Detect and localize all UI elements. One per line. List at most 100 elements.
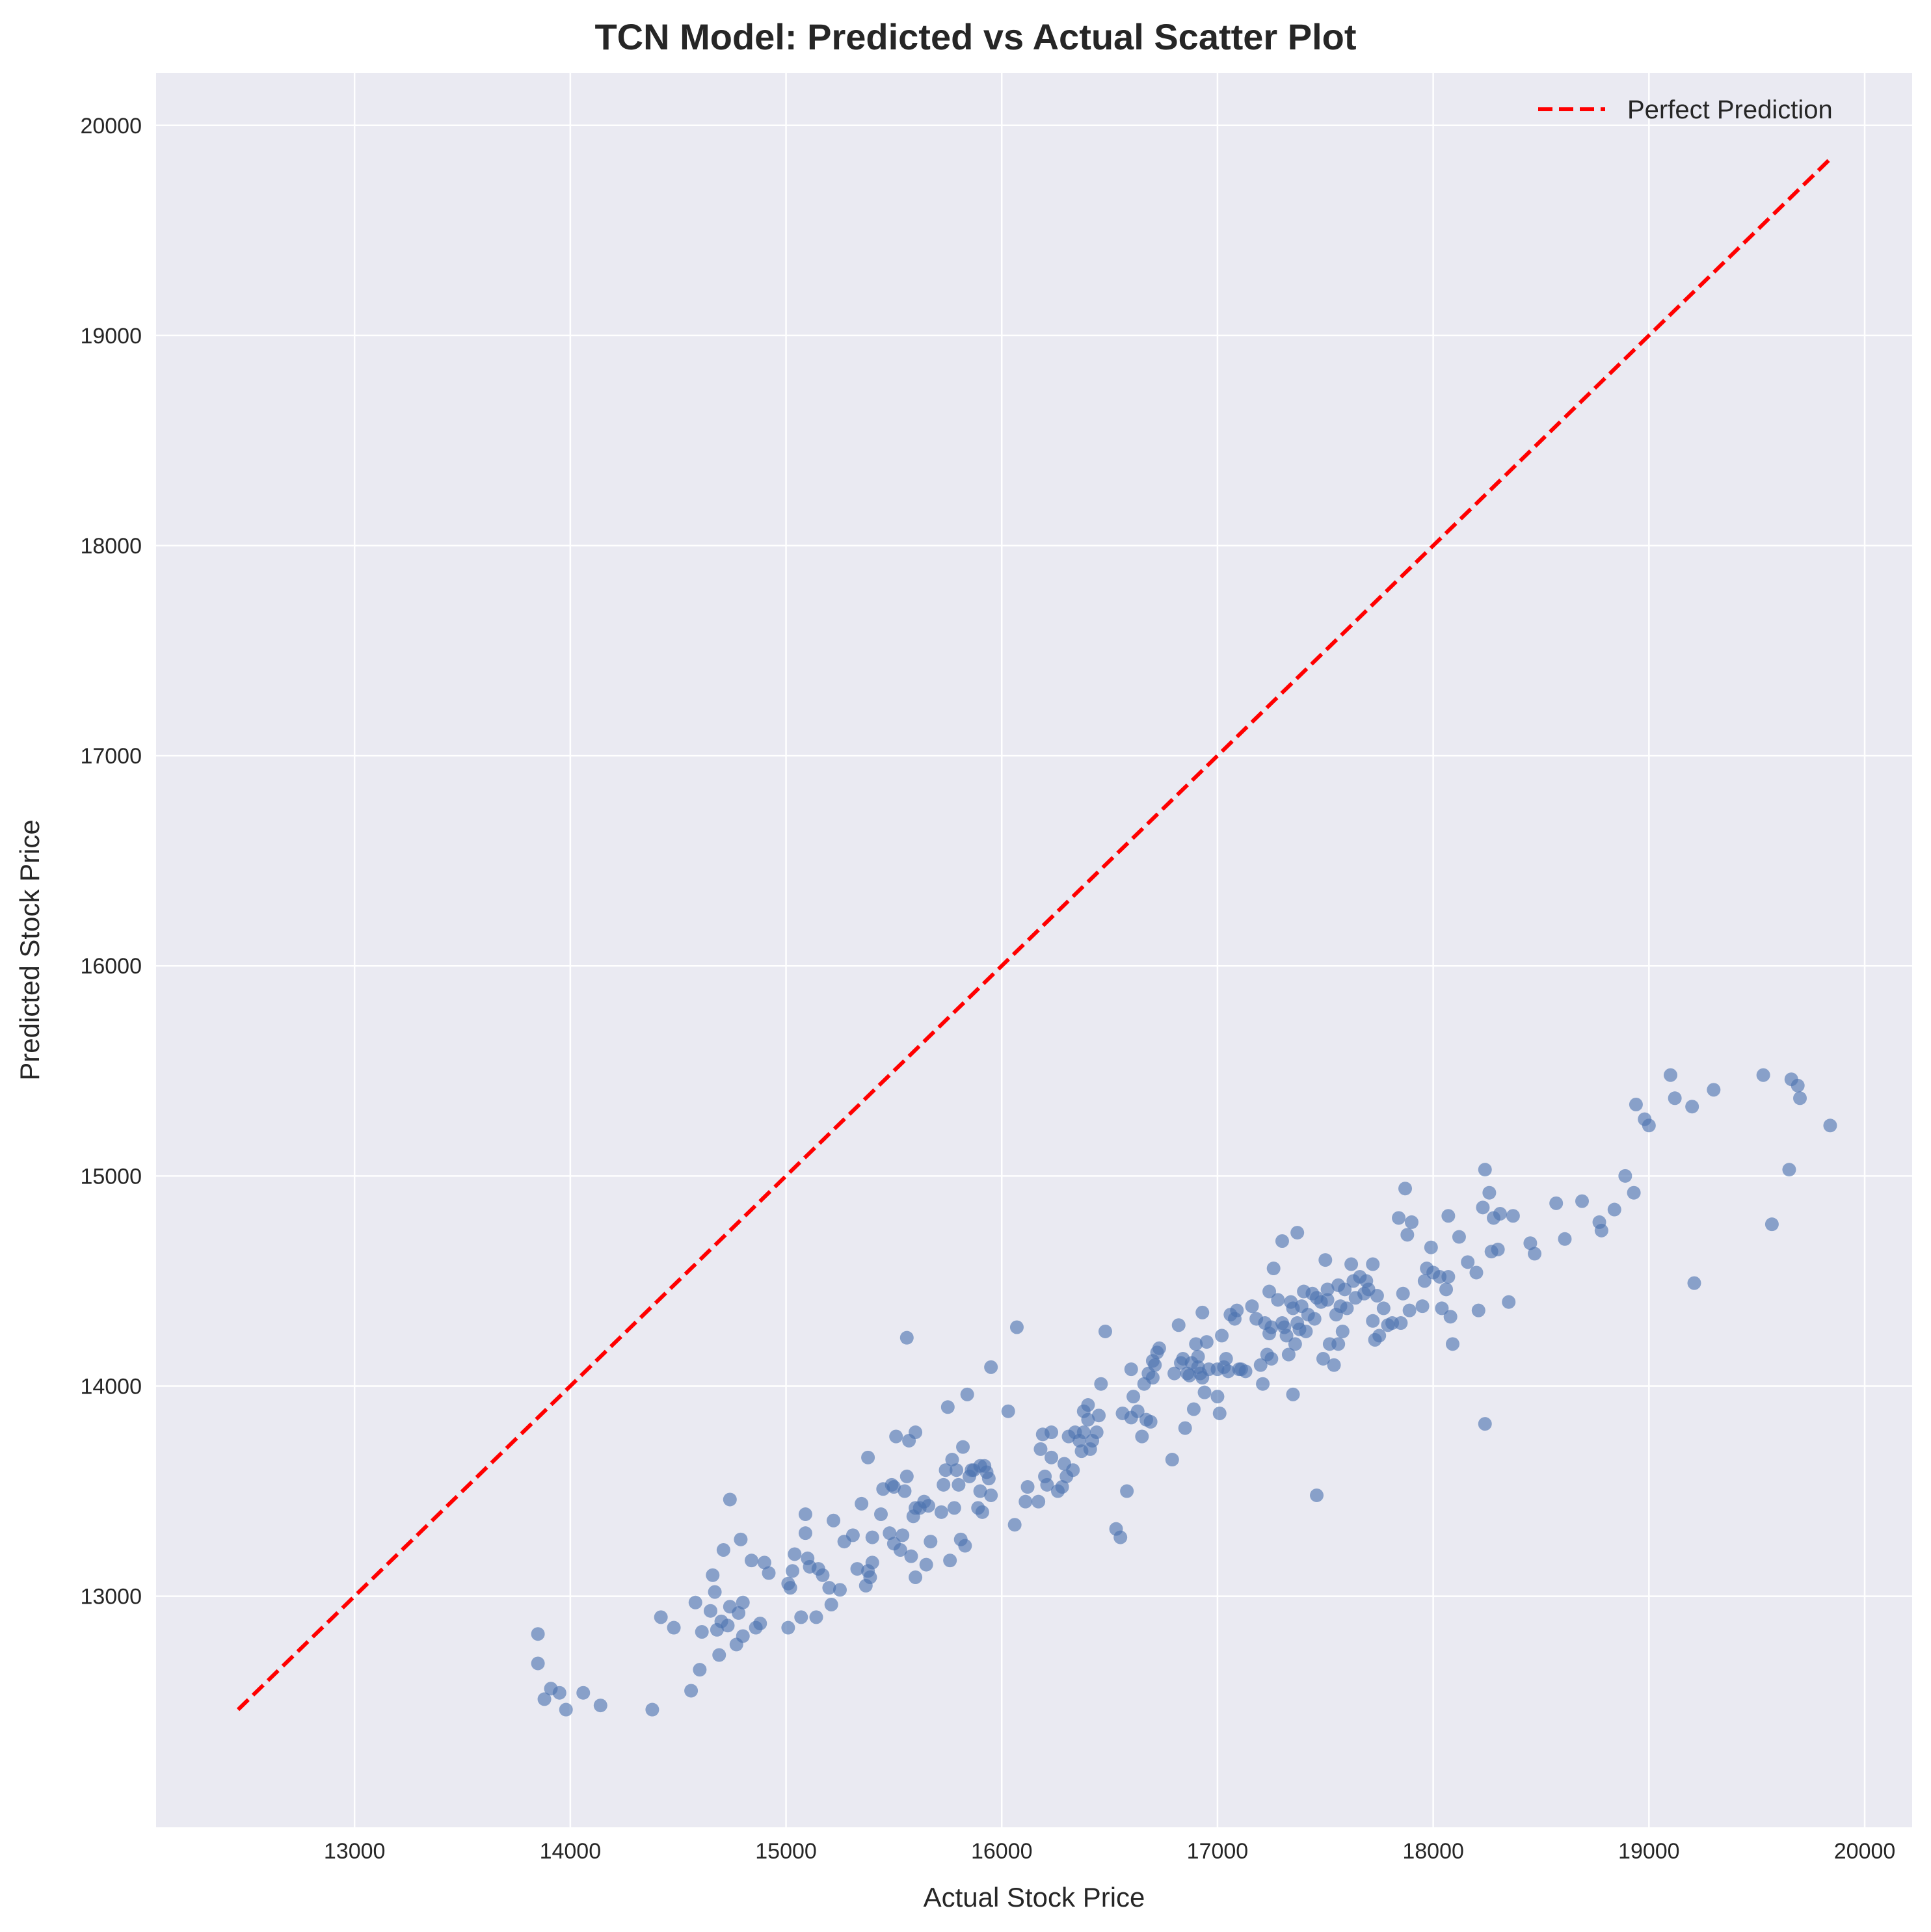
data-point bbox=[1439, 1282, 1454, 1297]
data-point bbox=[1618, 1169, 1632, 1183]
data-point bbox=[1471, 1303, 1485, 1317]
data-point bbox=[1327, 1358, 1341, 1372]
data-point bbox=[1191, 1349, 1205, 1364]
data-point bbox=[1033, 1442, 1048, 1456]
data-point bbox=[1009, 1320, 1024, 1334]
data-point bbox=[1400, 1228, 1415, 1242]
data-point bbox=[693, 1663, 707, 1677]
data-point bbox=[1178, 1421, 1192, 1435]
data-point bbox=[1307, 1312, 1322, 1326]
data-point bbox=[1245, 1299, 1259, 1314]
x-tick-label: 16000 bbox=[971, 1839, 1033, 1864]
data-point bbox=[1417, 1274, 1432, 1288]
data-point bbox=[1493, 1207, 1507, 1221]
data-point bbox=[909, 1570, 923, 1584]
data-point bbox=[1045, 1425, 1059, 1440]
data-point bbox=[1007, 1518, 1022, 1532]
data-point bbox=[1549, 1196, 1564, 1210]
data-point bbox=[984, 1488, 998, 1502]
data-point bbox=[1366, 1257, 1380, 1271]
data-point bbox=[732, 1606, 746, 1620]
data-point bbox=[1171, 1318, 1186, 1332]
data-point bbox=[886, 1480, 901, 1494]
data-point bbox=[576, 1686, 591, 1700]
data-point bbox=[1089, 1425, 1104, 1440]
data-point bbox=[537, 1692, 552, 1706]
data-point bbox=[794, 1610, 808, 1624]
data-point bbox=[1212, 1406, 1227, 1420]
data-point bbox=[1441, 1209, 1456, 1223]
data-point bbox=[1310, 1488, 1324, 1502]
data-point bbox=[593, 1699, 607, 1713]
data-point bbox=[1210, 1390, 1225, 1404]
data-point bbox=[1001, 1404, 1015, 1418]
x-axis-ticks: 13000 14000 15000 16000 17000 18000 19000 20000 bbox=[324, 1839, 1895, 1864]
data-point bbox=[1491, 1242, 1505, 1256]
data-point bbox=[855, 1496, 869, 1511]
data-point bbox=[1092, 1409, 1106, 1423]
reference-line-layer bbox=[236, 157, 1832, 1712]
data-point bbox=[531, 1656, 545, 1671]
data-point bbox=[1482, 1185, 1497, 1200]
data-point bbox=[1394, 1316, 1408, 1330]
data-point bbox=[943, 1554, 957, 1568]
data-point bbox=[1076, 1425, 1091, 1440]
x-tick-label: 20000 bbox=[1834, 1839, 1896, 1864]
data-point bbox=[1528, 1247, 1542, 1261]
data-point bbox=[975, 1505, 989, 1519]
data-point bbox=[1402, 1303, 1417, 1317]
data-point bbox=[1452, 1230, 1466, 1244]
data-point bbox=[1476, 1200, 1490, 1215]
x-axis-label: Actual Stock Price bbox=[924, 1882, 1145, 1912]
data-point bbox=[1318, 1253, 1333, 1267]
data-point bbox=[1765, 1217, 1779, 1232]
data-point bbox=[1145, 1371, 1160, 1385]
data-point bbox=[1288, 1337, 1302, 1351]
data-point bbox=[921, 1499, 935, 1513]
data-point bbox=[952, 1477, 966, 1492]
data-point bbox=[1404, 1215, 1418, 1229]
data-point bbox=[1668, 1091, 1682, 1105]
data-point bbox=[1189, 1337, 1203, 1351]
data-point bbox=[721, 1619, 735, 1633]
data-point bbox=[688, 1595, 702, 1609]
data-point bbox=[1594, 1223, 1608, 1237]
data-point bbox=[757, 1555, 771, 1570]
y-tick-label: 19000 bbox=[80, 324, 142, 349]
data-point bbox=[824, 1597, 838, 1611]
data-point bbox=[1366, 1314, 1380, 1328]
data-point bbox=[1113, 1530, 1128, 1544]
data-point bbox=[956, 1440, 970, 1454]
data-point bbox=[1148, 1358, 1162, 1372]
data-point bbox=[919, 1557, 933, 1572]
data-point bbox=[1279, 1329, 1294, 1343]
data-point bbox=[1262, 1284, 1277, 1299]
y-tick-label: 15000 bbox=[80, 1164, 142, 1189]
data-point bbox=[1286, 1387, 1300, 1401]
data-point bbox=[1219, 1351, 1233, 1366]
data-point bbox=[1320, 1282, 1335, 1297]
data-point bbox=[552, 1686, 566, 1700]
data-point bbox=[1126, 1390, 1141, 1404]
data-point bbox=[798, 1507, 812, 1522]
data-point bbox=[1376, 1301, 1391, 1316]
data-point bbox=[947, 1501, 961, 1515]
data-point bbox=[940, 1400, 955, 1414]
x-tick-label: 14000 bbox=[540, 1839, 602, 1864]
data-point bbox=[1230, 1303, 1244, 1317]
data-point bbox=[1415, 1299, 1430, 1314]
data-point bbox=[1331, 1337, 1346, 1351]
y-tick-label: 13000 bbox=[80, 1585, 142, 1609]
data-point bbox=[1182, 1368, 1197, 1383]
data-point bbox=[984, 1360, 998, 1374]
data-point bbox=[889, 1429, 903, 1444]
data-point bbox=[958, 1539, 972, 1553]
data-point bbox=[883, 1526, 897, 1541]
data-point bbox=[1271, 1293, 1285, 1307]
data-point bbox=[1707, 1083, 1721, 1097]
y-tick-label: 20000 bbox=[80, 114, 142, 139]
data-point bbox=[1478, 1163, 1492, 1177]
data-point bbox=[832, 1583, 847, 1597]
data-point bbox=[1290, 1226, 1305, 1240]
x-tick-label: 15000 bbox=[755, 1839, 817, 1864]
